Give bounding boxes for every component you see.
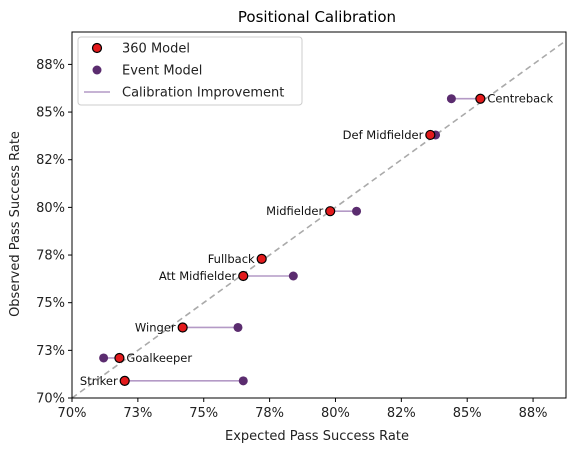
legend-improvement-label: Calibration Improvement (122, 86, 284, 101)
event-point-7 (238, 376, 248, 386)
y-axis-label: Observed Pass Success Rate (8, 131, 23, 317)
model360-point-4 (238, 270, 249, 282)
chart-title: Positional Calibration (238, 8, 396, 26)
x-tick-label: 80% (321, 406, 350, 421)
model360-point-3 (256, 253, 267, 264)
x-tick-label: 73% (123, 406, 152, 421)
x-tick-label: 75% (189, 406, 218, 421)
y-tick-label: 70% (36, 392, 65, 407)
model360-point-2 (325, 206, 336, 217)
legend-event-marker (92, 65, 102, 75)
model360-point-5 (177, 322, 188, 333)
y-tick-label: 85% (36, 106, 65, 121)
diagonal-line (71, 39, 567, 399)
x-tick-label: 88% (519, 406, 548, 421)
x-tick-label: 82% (387, 406, 416, 421)
legend-model360-label: 360 Model (122, 42, 190, 57)
y-tick-label: 88% (36, 58, 65, 73)
event-point-5 (233, 322, 243, 332)
x-axis-label: Expected Pass Success Rate (225, 429, 409, 444)
plot-frame (71, 31, 567, 399)
model360-point-0 (475, 93, 486, 104)
event-point-6 (99, 353, 109, 363)
point-label-0: Centreback (487, 92, 553, 106)
point-label-6: Goalkeeper (126, 351, 192, 365)
x-tick-label: 78% (255, 406, 284, 421)
x-tick-label: 70% (58, 406, 87, 421)
legend-model360-marker (91, 42, 103, 54)
y-tick-label: 78% (36, 249, 65, 264)
point-label-2: Midfielder (266, 204, 323, 218)
point-label-4: Att Midfielder (159, 269, 237, 283)
point-label-7: Striker (80, 374, 118, 388)
point-label-1: Def Midfielder (343, 128, 424, 142)
model360-point-1 (425, 129, 436, 141)
model360-point-6 (114, 352, 125, 364)
legend-box (77, 36, 303, 106)
point-label-3: Fullback (208, 252, 255, 266)
plot-area: Centreback Def Midfielder Midfielder Fullba… (36, 31, 567, 421)
y-tick-label: 80% (36, 201, 65, 216)
event-point-4 (288, 271, 298, 281)
model360-point-7 (119, 375, 130, 386)
event-point-2 (352, 206, 362, 216)
x-tick-label: 85% (453, 406, 482, 421)
point-label-5: Winger (135, 320, 176, 334)
legend: 360 Model Event Model Calibration Improvem… (77, 36, 303, 106)
legend-event-label: Event Model (122, 64, 202, 79)
y-tick-label: 82% (36, 153, 65, 168)
y-tick-label: 73% (36, 344, 65, 359)
y-tick-label: 75% (36, 296, 65, 311)
event-point-0 (446, 94, 456, 104)
